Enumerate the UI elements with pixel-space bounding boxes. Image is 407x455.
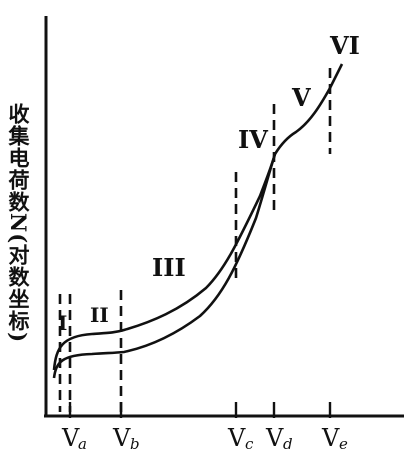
region-label-i: I	[58, 311, 67, 335]
region-label-iv: IV	[238, 125, 268, 154]
region-label-ii: II	[90, 303, 109, 327]
voltage-label-a: V a	[61, 424, 87, 453]
voltage-label-c: V c	[227, 424, 254, 453]
upper-curve	[52, 63, 344, 371]
svg-text:c: c	[245, 435, 254, 450]
lower-curve	[52, 153, 277, 379]
svg-text:V: V	[112, 424, 131, 450]
svg-text:V: V	[61, 424, 80, 450]
svg-text:a: a	[78, 435, 87, 450]
svg-text:d: d	[283, 435, 293, 450]
voltage-label-e: V e	[321, 424, 348, 453]
region-label-vi: VI	[329, 31, 360, 60]
voltage-label-d: V d	[265, 424, 293, 453]
svg-text:b: b	[130, 435, 140, 450]
svg-text:V: V	[265, 424, 284, 450]
region-label-iii: III	[152, 253, 186, 282]
region-label-v: V	[291, 83, 311, 112]
svg-text:e: e	[339, 435, 348, 450]
svg-text:V: V	[321, 424, 340, 450]
y-axis-label: 收集电荷数N(对数坐标)	[6, 102, 31, 344]
voltage-label-b: V b	[112, 424, 140, 453]
svg-text:V: V	[227, 424, 246, 450]
